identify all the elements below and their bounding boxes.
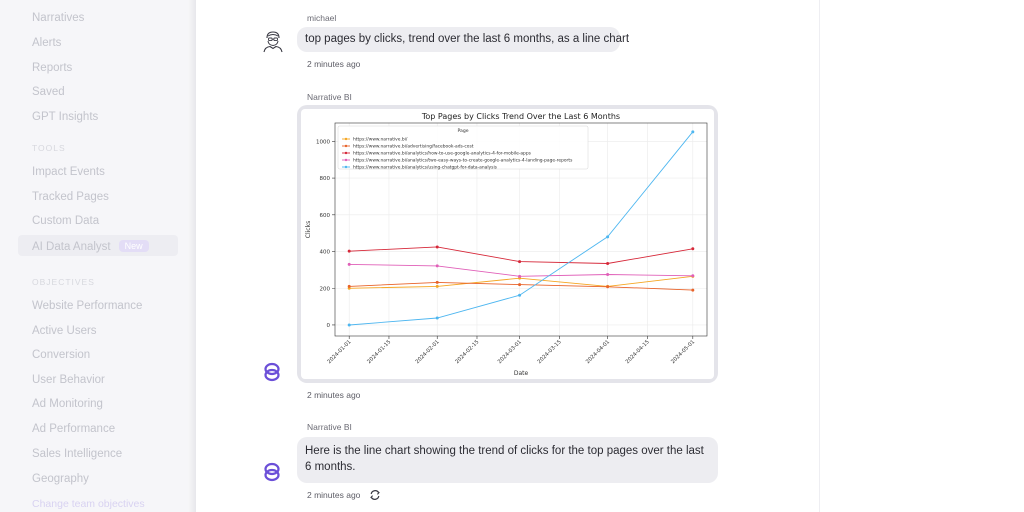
data-point [347,249,351,253]
data-point [435,316,439,320]
x-tick-label: 2024-02-15 [454,339,480,365]
y-tick-label: 200 [320,286,331,292]
refresh-icon[interactable] [369,488,381,500]
sidebar: Narratives Alerts Reports Saved GPT Insi… [0,0,196,512]
y-tick-label: 400 [320,250,331,256]
data-point [435,284,439,288]
sidebar-item-impact-events[interactable]: Impact Events [32,166,105,178]
chart-message-bubble[interactable]: Top Pages by Clicks Trend Over the Last … [297,105,718,383]
data-point [435,280,439,284]
series-line [349,281,693,291]
data-point [691,288,695,292]
data-point [435,264,439,268]
message-sender: Narrative BI [307,422,352,432]
narrative-bi-logo-icon [263,362,281,382]
legend-marker [344,144,348,148]
change-team-objectives-link[interactable]: Change team objectives [32,498,145,510]
data-point [347,284,351,288]
data-point [606,235,610,239]
sidebar-item-ai-data-analyst[interactable]: AI Data Analyst New [32,240,149,253]
x-tick-label: 2024-01-15 [366,339,392,365]
sidebar-item-alerts[interactable]: Alerts [32,37,62,49]
data-point [606,261,610,265]
sidebar-item-active-users[interactable]: Active Users [32,325,97,337]
sidebar-item-saved[interactable]: Saved [32,86,65,98]
y-axis-label: Clicks [305,221,312,238]
sidebar-item-label: AI Data Analyst [32,241,111,253]
x-tick-label: 2024-03-15 [537,339,563,365]
message-timestamp: 2 minutes ago [307,490,361,500]
x-tick-label: 2024-05-01 [670,339,696,365]
bot-message-bubble: Here is the line chart showing the trend… [297,437,718,483]
series-line [349,263,693,277]
x-tick-label: 2024-04-01 [585,339,611,365]
legend-marker [344,158,348,162]
x-tick-label: 2024-01-01 [327,339,353,365]
data-point [691,274,695,278]
legend-box [337,125,589,170]
user-message-bubble: top pages by clicks, trend over the last… [297,27,629,52]
legend-entry: https://www.narrative.bi/analytics/how-t… [353,151,532,157]
data-point [691,130,695,134]
legend-entry: https://www.narrative.bi/analytics/two-e… [353,158,573,164]
new-badge: New [118,240,149,252]
legend-marker [344,137,348,141]
legend-entry: https://www.narrative.bi/ [353,137,408,143]
narrative-bi-logo-icon [263,462,281,482]
x-tick-label: 2024-04-15 [625,339,651,365]
legend-entry: https://www.narrative.bi/advertising/fac… [353,144,474,150]
series-line [349,246,693,264]
sidebar-item-geography[interactable]: Geography [32,473,89,485]
sidebar-item-website-performance[interactable]: Website Performance [32,300,143,312]
data-point [347,323,351,327]
data-point [691,247,695,251]
panel-divider [819,0,820,512]
data-point [435,245,439,249]
user-avatar-icon [262,29,284,53]
data-point [606,285,610,289]
sidebar-item-ad-monitoring[interactable]: Ad Monitoring [32,398,103,410]
sidebar-item-narratives[interactable]: Narratives [32,12,85,24]
sidebar-item-conversion[interactable]: Conversion [32,349,91,361]
legend-title: Page [457,128,468,134]
x-axis-label: Date [514,370,529,377]
data-point [518,283,522,287]
message-sender: michael [307,13,337,23]
message-timestamp: 2 minutes ago [307,390,361,400]
y-tick-label: 1000 [316,139,330,145]
sidebar-section-objectives: OBJECTIVES [32,277,95,287]
message-timestamp: 2 minutes ago [307,59,361,69]
y-tick-label: 800 [320,176,331,182]
data-point [518,274,522,278]
sidebar-section-tools: TOOLS [32,143,66,153]
x-tick-label: 2024-02-01 [415,339,441,365]
sidebar-shadow [188,0,196,512]
data-point [518,260,522,264]
y-tick-label: 600 [320,213,331,219]
sidebar-item-reports[interactable]: Reports [32,62,73,74]
legend-marker [344,151,348,155]
legend-marker [344,165,348,169]
sidebar-item-tracked-pages[interactable]: Tracked Pages [32,191,109,203]
y-tick-label: 0 [327,323,331,329]
data-point [347,262,351,266]
message-sender: Narrative BI [307,92,352,102]
sidebar-item-gpt-insights[interactable]: GPT Insights [32,111,99,123]
plot-frame [334,122,708,337]
sidebar-item-ad-performance[interactable]: Ad Performance [32,423,116,435]
line-chart: Top Pages by Clicks Trend Over the Last … [305,112,708,377]
sidebar-item-custom-data[interactable]: Custom Data [32,215,100,227]
chart-title: Top Pages by Clicks Trend Over the Last … [421,112,620,121]
legend-entry: https://www.narrative.bi/analytics/using… [353,165,498,171]
sidebar-item-user-behavior[interactable]: User Behavior [32,374,105,386]
data-point [606,272,610,276]
data-point [518,293,522,297]
sidebar-item-sales-intelligence[interactable]: Sales Intelligence [32,448,123,460]
x-tick-label: 2024-03-01 [497,339,523,365]
